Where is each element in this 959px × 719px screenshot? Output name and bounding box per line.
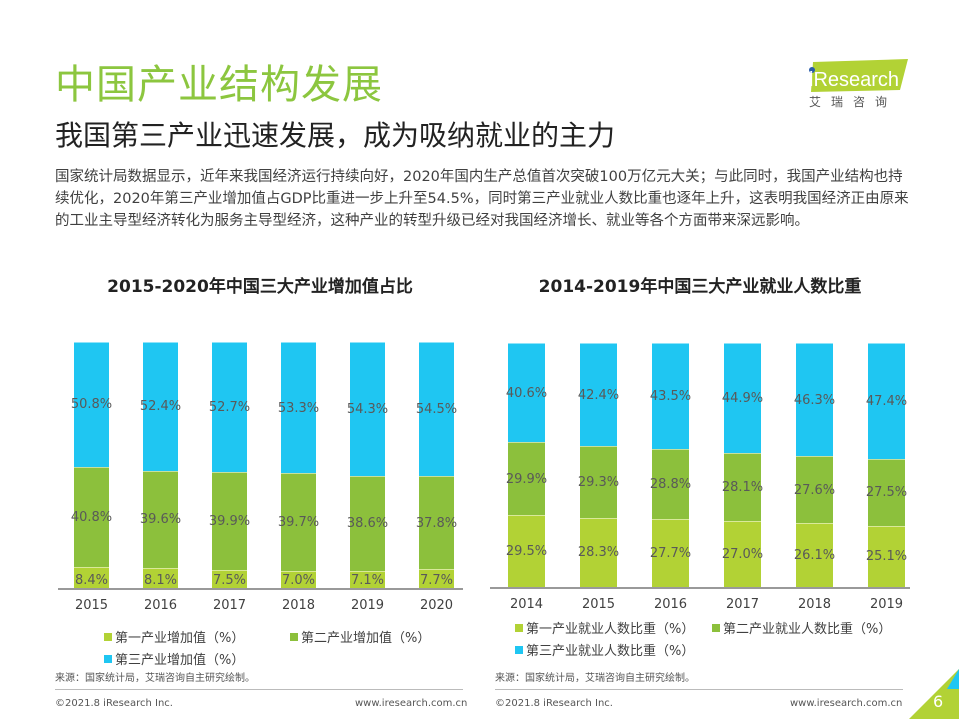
- svg-text:iResearch: iResearch: [809, 69, 899, 91]
- x-tick-label: 2015: [581, 597, 616, 612]
- x-tick-label: 2020: [419, 598, 454, 613]
- bar-segment: 38.6%: [347, 475, 388, 571]
- bar-segment: 47.4%: [866, 343, 907, 459]
- bar-segment: 52.4%: [140, 342, 181, 471]
- bar-2017: 7.5% 39.9% 52.7%: [209, 342, 250, 588]
- bar-segment: 29.5%: [506, 515, 547, 587]
- bar-segment: 40.6%: [506, 343, 547, 443]
- footer-copyright-1: ©2021.8 iResearch Inc.: [55, 698, 173, 709]
- legend-item: 第二产业就业人数比重（%）: [712, 618, 891, 637]
- legend-label: 第二产业就业人数比重（%）: [723, 622, 892, 637]
- x-axis: [58, 588, 463, 590]
- bar-segment: 50.8%: [71, 342, 112, 467]
- legend-item: 第二产业增加值（%）: [290, 627, 430, 646]
- bar-segment: 29.3%: [578, 446, 619, 518]
- bar-segment: 46.3%: [794, 343, 835, 456]
- bar-segment: 7.0%: [281, 570, 316, 588]
- legend-swatch: [515, 645, 523, 654]
- page-number: 6: [933, 692, 944, 711]
- bar-segment: 37.8%: [416, 476, 457, 570]
- legend-item: 第一产业增加值（%）: [104, 627, 244, 646]
- chart-1-title: 2015-2020年中国三大产业增加值占比: [107, 277, 413, 297]
- bar-2018: 7.0% 39.7% 53.3%: [278, 342, 319, 588]
- bar-2015: 28.3% 29.3% 42.4%: [578, 343, 619, 587]
- svg-text:艾瑞咨询: 艾瑞咨询: [809, 94, 897, 109]
- bar-2019: 25.1% 27.5% 47.4%: [866, 343, 907, 587]
- x-tick-label: 2018: [797, 597, 832, 612]
- bar-segment: 42.4%: [578, 343, 619, 447]
- chart-2-title: 2014-2019年中国三大产业就业人数比重: [538, 277, 862, 297]
- legend-label: 第一产业就业人数比重（%）: [526, 622, 695, 637]
- footer-divider-1: [55, 689, 463, 690]
- bar-segment: 39.7%: [278, 473, 319, 571]
- bar-2016: 27.7% 28.8% 43.5%: [650, 343, 691, 587]
- bar-segment: 39.9%: [209, 471, 250, 570]
- bar-segment: 54.3%: [347, 342, 388, 476]
- bar-segment: 7.7%: [419, 569, 454, 588]
- page-subtitle: 我国第三产业迅速发展，成为吸纳就业的主力: [55, 119, 616, 152]
- bar-segment: 7.5%: [212, 569, 247, 588]
- x-tick-label: 2019: [350, 598, 385, 613]
- bar-segment: 28.1%: [722, 452, 763, 522]
- bar-2020: 7.7% 37.8% 54.5%: [416, 342, 457, 588]
- bar-segment: 27.0%: [722, 521, 763, 587]
- bar-segment: 27.6%: [794, 455, 835, 524]
- bar-segment: 8.4%: [74, 567, 109, 588]
- bar-2016: 8.1% 39.6% 52.4%: [140, 342, 181, 588]
- bar-segment: 27.7%: [650, 519, 691, 587]
- source-note-1: 来源：国家统计局，艾瑞咨询自主研究绘制。: [55, 673, 255, 684]
- footer-url-1: www.iresearch.com.cn: [355, 698, 468, 709]
- logo-icon: iResearch 艾瑞咨询: [809, 59, 908, 109]
- bar-2019: 7.1% 38.6% 54.3%: [347, 342, 388, 588]
- x-axis: [490, 587, 910, 589]
- bar-2015: 8.4% 40.8% 50.8%: [71, 342, 112, 588]
- bar-segment: 44.9%: [722, 343, 763, 453]
- page-title: 中国产业结构发展: [55, 62, 383, 108]
- x-tick-label: 2018: [281, 598, 316, 613]
- bar-segment: 8.1%: [143, 568, 178, 588]
- page-corner-decoration: [909, 669, 959, 719]
- bar-segment: 26.1%: [794, 523, 835, 587]
- bar-segment: 25.1%: [866, 525, 907, 587]
- iresearch-logo: iResearch 艾瑞咨询: [795, 50, 915, 110]
- source-note-2: 来源：国家统计局，艾瑞咨询自主研究绘制。: [495, 673, 695, 684]
- legend-label: 第三产业就业人数比重（%）: [526, 644, 695, 659]
- bar-segment: 39.6%: [140, 470, 181, 569]
- footer-divider-2: [495, 689, 903, 690]
- legend-swatch: [104, 632, 112, 641]
- legend-label: 第二产业增加值（%）: [301, 631, 431, 646]
- x-tick-label: 2015: [74, 598, 109, 613]
- x-tick-label: 2019: [869, 597, 904, 612]
- bar-segment: 40.8%: [71, 466, 112, 568]
- bar-segment: 54.5%: [416, 342, 457, 477]
- bar-segment: 52.7%: [209, 342, 250, 472]
- legend-item: 第一产业就业人数比重（%）: [515, 618, 694, 637]
- bar-2014: 29.5% 29.9% 40.6%: [506, 343, 547, 587]
- footer-copyright-2: ©2021.8 iResearch Inc.: [495, 698, 613, 709]
- legend-swatch: [104, 654, 112, 663]
- legend-swatch: [515, 623, 523, 632]
- body-paragraph: 国家统计局数据显示，近年来我国经济运行持续向好，2020年国内生产总值首次突破1…: [55, 169, 909, 229]
- legend-swatch: [290, 632, 298, 641]
- bar-2017: 27.0% 28.1% 44.9%: [722, 343, 763, 587]
- bar-segment: 43.5%: [650, 343, 691, 450]
- bar-segment: 7.1%: [350, 570, 385, 588]
- bar-segment: 28.3%: [578, 517, 619, 587]
- footer-url-2: www.iresearch.com.cn: [790, 698, 903, 709]
- legend-item: 第三产业增加值（%）: [104, 649, 244, 668]
- legend-label: 第一产业增加值（%）: [115, 631, 245, 646]
- legend-swatch: [712, 623, 720, 632]
- x-tick-label: 2014: [509, 597, 544, 612]
- bar-2018: 26.1% 27.6% 46.3%: [794, 343, 835, 587]
- x-tick-label: 2017: [212, 598, 247, 613]
- bar-segment: 53.3%: [278, 342, 319, 474]
- bar-segment: 27.5%: [866, 458, 907, 526]
- bar-segment: 29.9%: [506, 442, 547, 516]
- legend-label: 第三产业增加值（%）: [115, 653, 245, 668]
- x-tick-label: 2016: [143, 598, 178, 613]
- x-tick-label: 2017: [725, 597, 760, 612]
- bar-segment: 28.8%: [650, 449, 691, 520]
- x-tick-label: 2016: [653, 597, 688, 612]
- legend-item: 第三产业就业人数比重（%）: [515, 640, 694, 659]
